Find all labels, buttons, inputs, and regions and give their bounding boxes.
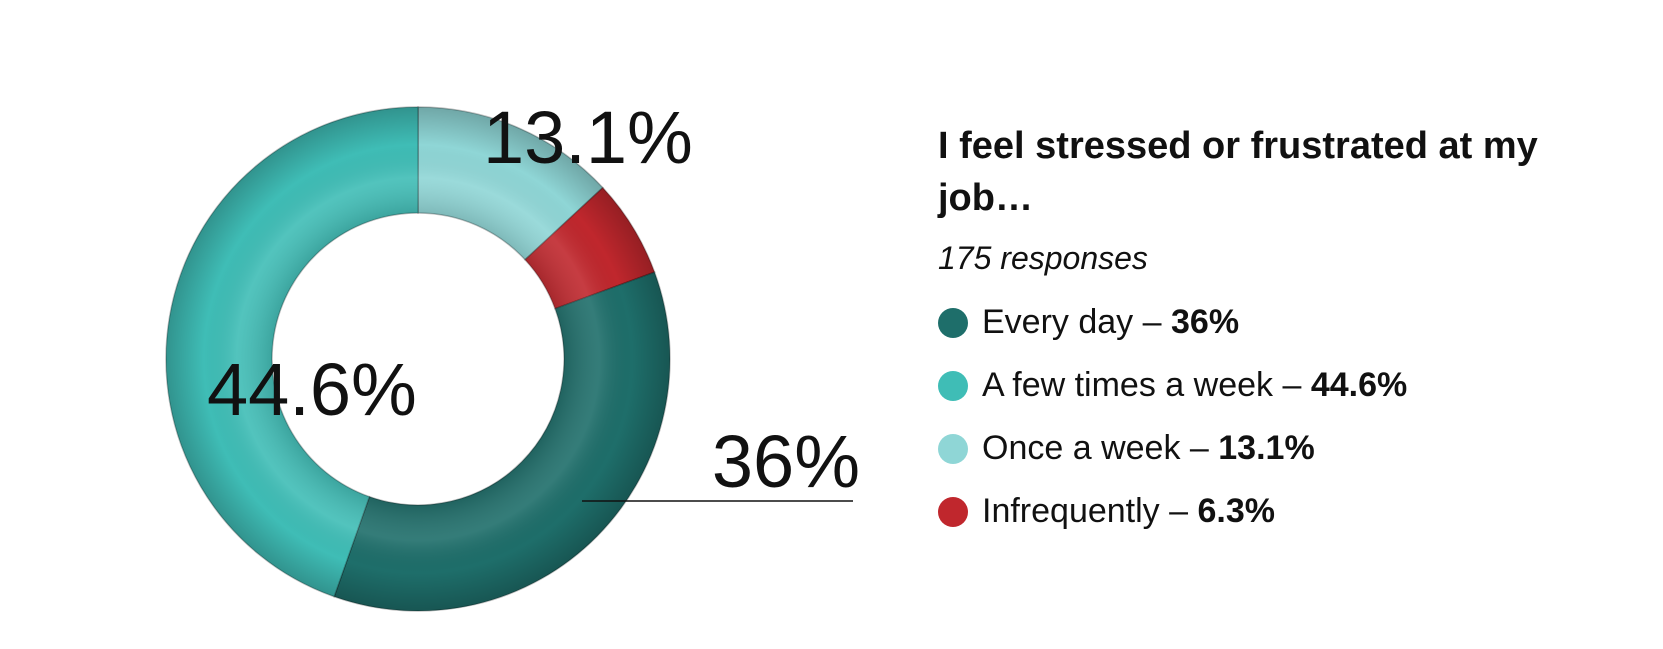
legend-value: 44.6% [1310, 366, 1408, 404]
legend-swatch [938, 496, 968, 527]
chart-title: I feel stressed or frustrated at my job… [938, 125, 1538, 219]
legend-name: Every day [982, 303, 1134, 341]
legend-value: 13.1% [1218, 429, 1315, 467]
legend-name: A few times a week [982, 366, 1274, 404]
legend-value: 6.3% [1197, 492, 1275, 530]
legend: Every day – 36% A few times a week – 44.… [938, 291, 1558, 543]
legend-swatch [938, 433, 968, 464]
slice-group [165, 106, 671, 612]
legend-separator: – [1133, 303, 1171, 341]
legend-swatch [938, 370, 968, 401]
legend-separator: – [1159, 492, 1198, 530]
legend-name: Once a week [982, 429, 1181, 467]
legend-item: Every day – 36% [938, 291, 1558, 354]
slice-label: 44.6% [207, 348, 417, 431]
legend-separator: – [1273, 366, 1311, 404]
legend-item: A few times a week – 44.6% [938, 354, 1558, 417]
legend-item: Once a week – 13.1% [938, 417, 1558, 480]
legend-panel: I feel stressed or frustrated at my job…… [938, 120, 1558, 543]
legend-item: Infrequently – 6.3% [938, 480, 1558, 543]
donut-chart: 36% 44.6% 13.1% [165, 96, 860, 612]
slice-label: 36% [712, 420, 860, 503]
chart-subtitle: 175 responses [938, 240, 1148, 276]
slice-label: 13.1% [483, 96, 693, 179]
legend-name: Infrequently [982, 492, 1160, 530]
legend-value: 36% [1171, 303, 1240, 341]
donut-shading [166, 107, 670, 611]
legend-swatch [938, 307, 968, 338]
slice-label-group: 36% 44.6% 13.1% [207, 96, 860, 503]
legend-separator: – [1180, 429, 1219, 467]
